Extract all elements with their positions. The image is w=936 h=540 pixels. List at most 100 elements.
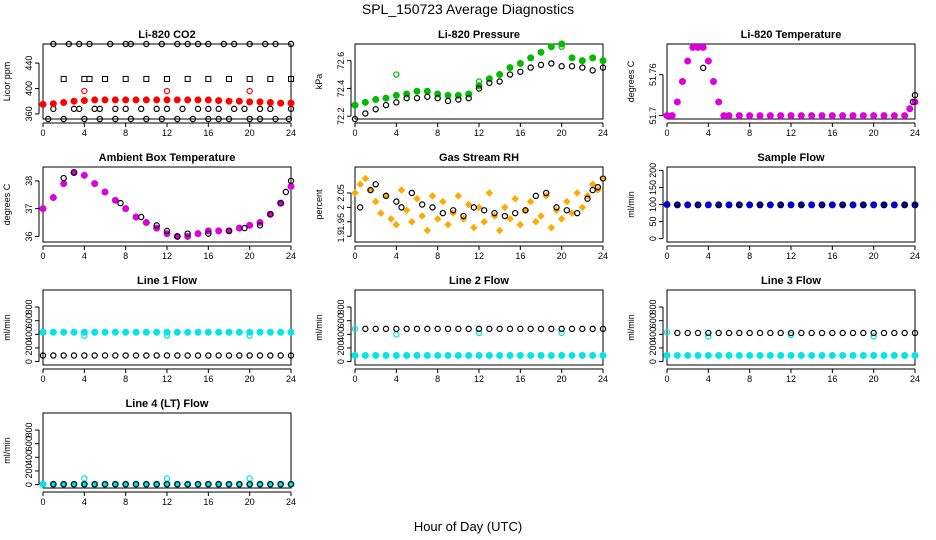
data-point xyxy=(890,112,898,120)
data-point xyxy=(163,332,171,339)
data-point xyxy=(787,112,795,120)
plot-frame xyxy=(666,43,916,120)
x-tick-label: 16 xyxy=(827,374,837,384)
x-tick-label: 24 xyxy=(598,374,608,384)
data-point xyxy=(163,352,171,359)
x-tick-label: 0 xyxy=(664,128,669,138)
data-point xyxy=(704,201,712,209)
data-point xyxy=(787,329,795,337)
data-point xyxy=(684,201,692,209)
data-point xyxy=(174,233,181,240)
y-axis-label: ml/min xyxy=(314,314,324,341)
data-point xyxy=(174,352,181,359)
y-tick-label: 51.7 xyxy=(648,107,658,125)
data-point xyxy=(423,87,431,95)
data-point xyxy=(285,115,293,123)
data-point xyxy=(225,97,233,105)
data-point xyxy=(112,105,119,113)
data-point xyxy=(460,212,467,220)
series-0 xyxy=(663,201,919,209)
data-point xyxy=(735,112,743,120)
data-point xyxy=(860,201,867,209)
y-tick-label: 150 xyxy=(648,180,658,195)
data-point xyxy=(808,329,815,337)
data-point xyxy=(101,352,109,359)
y-tick-label: 72.2 xyxy=(336,107,346,125)
data-point xyxy=(256,352,264,359)
y-axis-label: kPa xyxy=(314,74,324,90)
x-tick-label: 24 xyxy=(286,251,296,261)
data-point xyxy=(438,197,447,206)
data-point xyxy=(684,329,691,337)
data-point xyxy=(526,197,535,206)
series-5 xyxy=(81,87,253,95)
series-1 xyxy=(393,43,565,85)
data-point xyxy=(184,40,191,48)
data-point xyxy=(413,94,421,102)
panel-li-820-pressure: Li-820 Pressure 0 4 8 12 16 20 24 72.2 72.4 72.6 kP… xyxy=(314,29,608,138)
data-point xyxy=(60,75,67,82)
data-point xyxy=(403,94,410,102)
data-point xyxy=(236,481,243,488)
data-point xyxy=(485,351,493,359)
y-tick-label: 360 xyxy=(24,106,34,121)
y-tick-label: 51.76 xyxy=(648,63,658,86)
data-point xyxy=(578,351,586,359)
data-point xyxy=(361,174,370,183)
data-point xyxy=(527,64,534,71)
panel-title: Li-820 Temperature xyxy=(741,29,842,41)
data-point xyxy=(246,87,253,95)
data-point xyxy=(372,181,379,188)
data-point xyxy=(663,201,671,208)
x-tick-label: 20 xyxy=(557,128,567,138)
data-point xyxy=(225,227,233,235)
data-point xyxy=(839,329,846,337)
series-2 xyxy=(50,105,295,113)
data-point xyxy=(480,207,488,214)
y-tick-label: 200 xyxy=(648,340,658,355)
data-point xyxy=(828,112,836,120)
series-2 xyxy=(351,60,607,123)
data-point xyxy=(256,328,264,336)
data-point xyxy=(101,96,109,104)
data-point xyxy=(890,351,898,359)
series-1 xyxy=(60,75,294,82)
data-point xyxy=(486,325,493,333)
data-point xyxy=(859,351,867,359)
x-tick-label: 20 xyxy=(557,374,567,384)
data-point xyxy=(287,99,295,107)
x-tick-label: 12 xyxy=(162,374,172,384)
data-point xyxy=(424,325,431,333)
x-tick-label: 12 xyxy=(474,374,484,384)
data-point xyxy=(578,57,586,65)
data-point xyxy=(44,115,52,123)
data-point xyxy=(531,217,540,226)
data-point xyxy=(408,189,416,197)
data-point xyxy=(465,94,472,102)
data-point xyxy=(215,352,222,359)
data-point xyxy=(81,87,88,95)
data-point xyxy=(777,201,784,209)
x-tick-label: 24 xyxy=(910,251,920,261)
data-point xyxy=(256,115,264,123)
y-tick-label: 400 xyxy=(336,327,346,342)
data-point xyxy=(746,201,754,209)
data-point xyxy=(402,206,411,215)
data-point xyxy=(465,351,473,359)
data-point xyxy=(361,98,369,106)
data-point xyxy=(267,352,274,359)
data-point xyxy=(413,194,421,203)
series-0 xyxy=(663,43,919,120)
data-point xyxy=(679,78,686,85)
data-point xyxy=(777,329,784,337)
y-tick-label: 38 xyxy=(24,176,34,186)
data-point xyxy=(547,43,555,51)
data-point xyxy=(220,40,228,48)
data-point xyxy=(215,481,222,488)
data-point xyxy=(849,351,857,359)
x-tick-label: 16 xyxy=(515,374,525,384)
data-point xyxy=(393,71,400,78)
data-point xyxy=(746,351,754,359)
data-point xyxy=(236,352,243,359)
series-2 xyxy=(674,329,919,337)
